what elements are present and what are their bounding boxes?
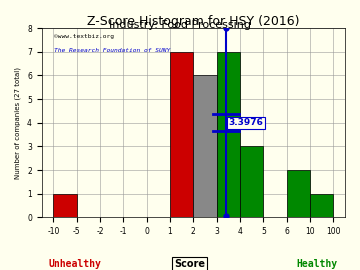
Bar bbox=[310, 194, 333, 217]
Y-axis label: Number of companies (27 total): Number of companies (27 total) bbox=[15, 67, 22, 179]
Bar bbox=[53, 194, 77, 217]
Text: Healthy: Healthy bbox=[297, 259, 338, 269]
Bar bbox=[240, 146, 263, 217]
Bar bbox=[287, 170, 310, 217]
Text: Unhealthy: Unhealthy bbox=[49, 259, 102, 269]
Text: The Research Foundation of SUNY: The Research Foundation of SUNY bbox=[54, 48, 170, 53]
Text: Score: Score bbox=[174, 259, 205, 269]
Bar bbox=[217, 52, 240, 217]
Text: Industry: Food Processing: Industry: Food Processing bbox=[109, 20, 251, 30]
Bar bbox=[193, 75, 217, 217]
Text: ©www.textbiz.org: ©www.textbiz.org bbox=[54, 34, 113, 39]
Title: Z-Score Histogram for HSY (2016): Z-Score Histogram for HSY (2016) bbox=[87, 15, 300, 28]
Text: 3.3976: 3.3976 bbox=[228, 118, 263, 127]
Bar bbox=[170, 52, 193, 217]
